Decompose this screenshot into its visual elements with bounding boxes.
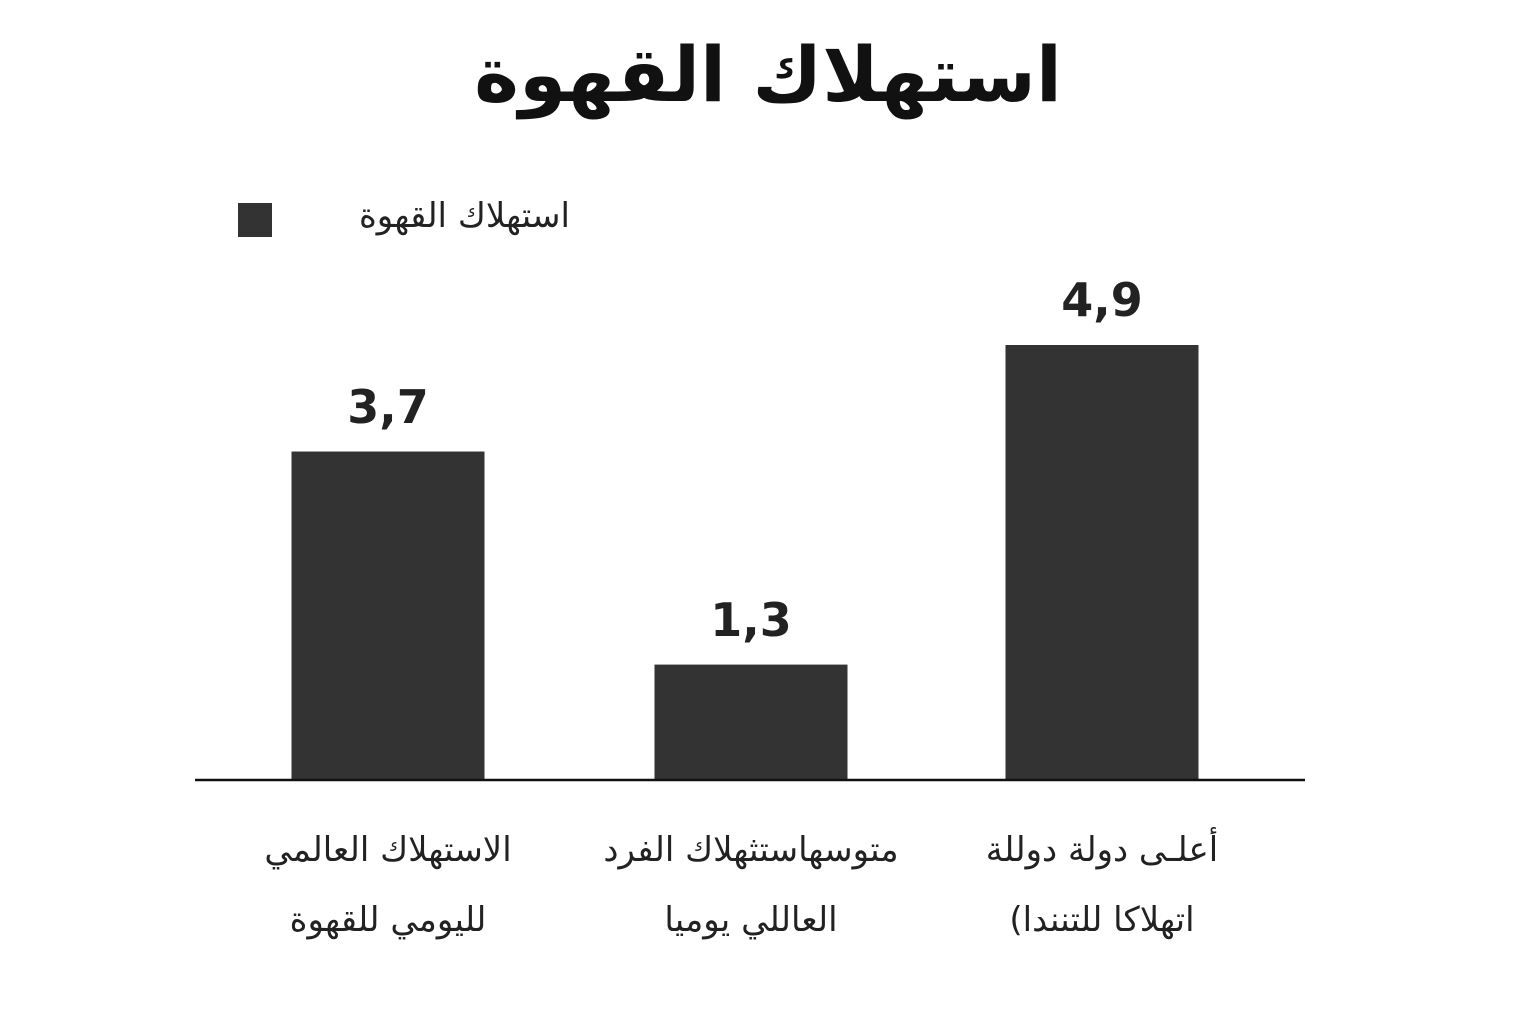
value-label: 3,7	[347, 379, 429, 434]
chart-title: استهلاك القهوة	[474, 30, 1062, 119]
legend-label: استهلاك القهوة	[358, 196, 570, 236]
x-tick-label: متوسهاستثهلاك الفرد العاللي يوميا	[603, 830, 899, 940]
bar	[654, 664, 848, 780]
bar	[1005, 345, 1199, 780]
x-tick-label: أعلـى دولة دوللة اتهلاكا للتنندا)	[985, 830, 1219, 940]
legend-swatch	[238, 203, 272, 237]
bar	[291, 451, 485, 780]
value-label: 1,3	[710, 592, 792, 647]
value-label: 4,9	[1061, 273, 1143, 327]
x-tick-label: الاستهلاك العالمي لليومي للقهوة	[264, 830, 512, 940]
